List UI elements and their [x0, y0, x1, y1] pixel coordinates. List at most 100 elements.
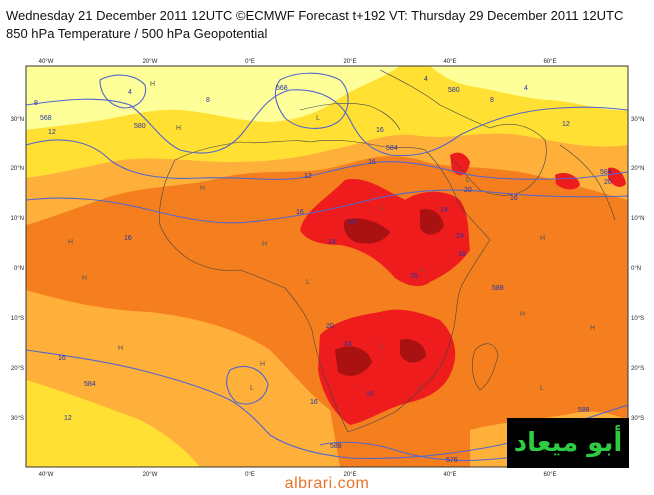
title-line-1: Wednesday 21 December 2011 12UTC ©ECMWF … [6, 8, 624, 23]
temp-label: 16 [58, 355, 66, 362]
watermark: albrari.com [284, 475, 370, 492]
pressure-center: L [250, 385, 254, 392]
temp-label: 12 [64, 415, 72, 422]
contour-labels: 4 4 4 8 8 8 12 12 12 12 16 16 16 16 16 1… [34, 76, 612, 464]
lat-tick-right: 20°S [631, 366, 644, 372]
geo-label: 580 [448, 87, 460, 94]
pressure-center: L [418, 385, 422, 392]
pressure-center: L [540, 385, 544, 392]
logo-badge: أبو ميعاد [507, 418, 629, 468]
temp-label: 20 [410, 273, 418, 280]
pressure-center: L [380, 343, 384, 350]
temp-label: 8 [34, 100, 38, 107]
temp-label: 16 [296, 209, 304, 216]
lat-tick-left: 10°S [11, 316, 24, 322]
temp-label: 12 [48, 129, 56, 136]
lat-tick-right: 10°N [631, 216, 644, 222]
lon-tick-bottom: 0°E [245, 472, 255, 478]
pressure-center: H [118, 345, 123, 352]
temp-label: 24 [440, 207, 448, 214]
lat-tick-right: 0°N [631, 266, 641, 272]
temp-hot-region-south [318, 309, 456, 425]
lon-tick-top: 60°E [543, 59, 556, 65]
contour-588 [26, 349, 628, 459]
pressure-center: H [540, 235, 545, 242]
geo-label: 568 [276, 85, 288, 92]
temp-label: 20 [604, 179, 612, 186]
pressure-center: H [260, 361, 265, 368]
lon-tick-bottom: 20°E [343, 472, 356, 478]
lat-tick-left: 10°N [11, 216, 24, 222]
lon-tick-top: 20°W [143, 59, 158, 65]
lon-tick-top: 0°E [245, 59, 255, 65]
lat-tick-left: 20°N [11, 166, 24, 172]
pressure-center: H [176, 125, 181, 132]
lat-tick-right: 30°S [631, 416, 644, 422]
graticule-labels: 40°W 40°W 20°W 20°W 0°E 0°E 20°E 20°E 40°E 40°E 60… [11, 59, 645, 478]
temp-label: 20 [464, 187, 472, 194]
lon-tick-bottom: 60°E [543, 472, 556, 478]
lon-tick-bottom: 40°E [443, 472, 456, 478]
pressure-center: L [466, 177, 470, 184]
madagascar-coastline [471, 343, 499, 391]
lat-tick-right: 10°S [631, 316, 644, 322]
logo-text: أبو ميعاد [513, 428, 623, 458]
temp-label: 24 [344, 341, 352, 348]
lon-tick-top: 40°E [443, 59, 456, 65]
pressure-center: H [82, 275, 87, 282]
geopotential-contours [26, 72, 628, 462]
geo-label: 568 [40, 115, 52, 122]
temp-label: 16 [310, 399, 318, 406]
temp-label: 16 [376, 127, 384, 134]
geo-label: 580 [134, 123, 146, 130]
temp-label: 8 [490, 97, 494, 104]
lat-tick-left: 30°N [11, 117, 24, 123]
temp-band-pale-yellow-east [430, 66, 628, 111]
temp-label: 8 [206, 97, 210, 104]
temperature-fill [26, 66, 628, 467]
lon-tick-bottom: 20°W [143, 472, 158, 478]
africa-coastline [159, 140, 491, 433]
geo-label: 576 [446, 457, 458, 464]
coastlines [159, 69, 616, 433]
pressure-center: L [306, 279, 310, 286]
lat-tick-right: 30°N [631, 117, 644, 123]
pressure-center: L [316, 115, 320, 122]
temp-label: 16 [124, 235, 132, 242]
geo-label: 588 [578, 407, 590, 414]
pressure-center: L [420, 267, 424, 274]
temp-label: 12 [562, 121, 570, 128]
temp-label: 16 [458, 251, 466, 258]
lat-tick-right: 20°N [631, 166, 644, 172]
temp-label: 16 [366, 391, 374, 398]
mediterranean-coastline [299, 102, 401, 131]
temp-band-south-yellow [26, 380, 200, 467]
pressure-center: H [520, 311, 525, 318]
temp-band-pale-yellow-west [26, 66, 400, 130]
lat-tick-left: 20°S [11, 366, 24, 372]
temp-label: 16 [510, 195, 518, 202]
lon-tick-top: 20°E [343, 59, 356, 65]
contour-584 [26, 189, 628, 224]
india-coastline [559, 144, 616, 221]
arabia-coastline [379, 69, 547, 196]
pressure-center: H [200, 185, 205, 192]
geo-label: 588 [492, 285, 504, 292]
temp-label: 24 [348, 219, 356, 226]
temp-label: 4 [524, 85, 528, 92]
contour-low-closed-west [99, 74, 147, 109]
geo-label: 584 [386, 145, 398, 152]
map-frame [25, 65, 629, 468]
geo-label: 588 [330, 443, 342, 450]
pressure-center: H [262, 241, 267, 248]
lon-tick-top: 40°W [39, 59, 54, 65]
lat-tick-left: 0°N [14, 266, 24, 272]
temp-label: 24 [328, 239, 336, 246]
temp-label: 4 [128, 89, 132, 96]
title-line-2: 850 hPa Temperature / 500 hPa Geopotenti… [6, 26, 268, 41]
geo-label: 584 [84, 381, 96, 388]
pressure-center: H [590, 325, 595, 332]
pressure-centers: H L H L H L H H L H H L H L H H L L H L [68, 81, 595, 392]
pressure-center: L [380, 205, 384, 212]
contour-568 [26, 89, 628, 157]
